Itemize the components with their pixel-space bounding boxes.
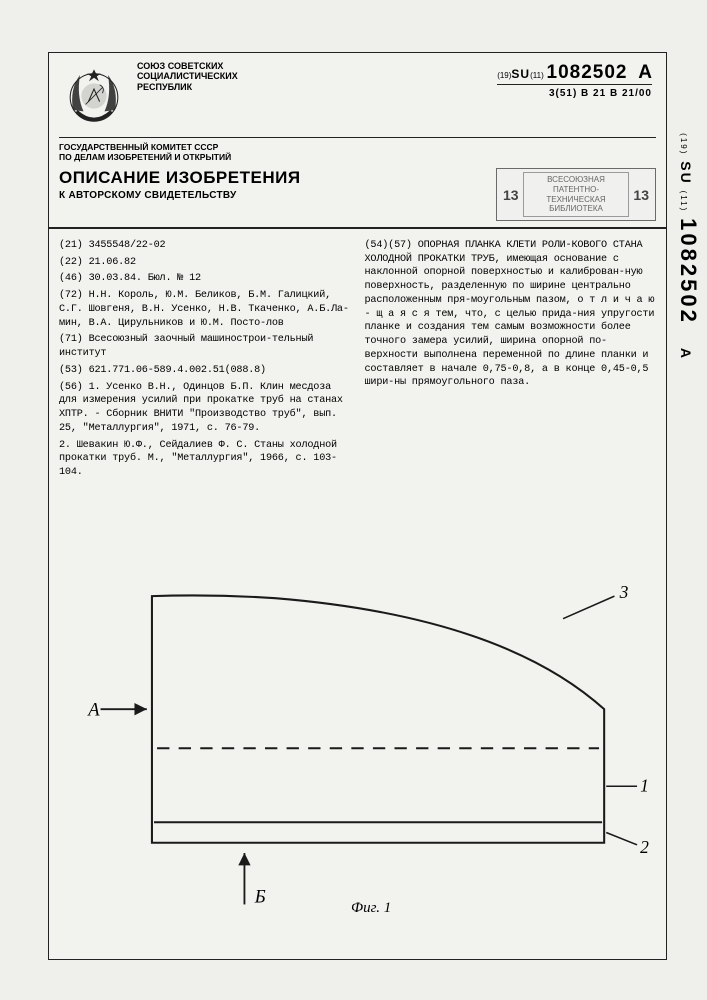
callout-2: 2 bbox=[640, 837, 649, 857]
doc-number-block: (19)SU(11) 1082502 A 3(51) В 21 В 21/00 bbox=[497, 61, 652, 99]
figure-1: A Б 3 1 2 Фиг. 1 bbox=[63, 555, 652, 925]
library-stamp: 13 ВСЕСОЮЗНАЯ ПАТЕНТНО- ТЕХНИЧЕСКАЯ БИБЛ… bbox=[496, 168, 656, 220]
committee-name: ГОСУДАРСТВЕННЫЙ КОМИТЕТ СССР ПО ДЕЛАМ ИЗ… bbox=[59, 142, 239, 162]
right-column: (54)(57) ОПОРНАЯ ПЛАНКА КЛЕТИ РОЛИ-КОВОГ… bbox=[365, 239, 657, 483]
ussr-emblem-icon bbox=[59, 61, 129, 131]
side-doc-code: (19) SU (11) 1082502 A bbox=[675, 133, 701, 360]
document-frame: СОЮЗ СОВЕТСКИХ СОЦИАЛИСТИЧЕСКИХ РЕСПУБЛИ… bbox=[48, 52, 667, 960]
union-name: СОЮЗ СОВЕТСКИХ СОЦИАЛИСТИЧЕСКИХ РЕСПУБЛИ… bbox=[137, 61, 497, 92]
main-title: ОПИСАНИЕ ИЗОБРЕТЕНИЯ bbox=[59, 168, 301, 188]
figure-caption: Фиг. 1 bbox=[351, 900, 391, 917]
header-row: СОЮЗ СОВЕТСКИХ СОЦИАЛИСТИЧЕСКИХ РЕСПУБЛИ… bbox=[49, 53, 666, 131]
classification-code: 3(51) В 21 В 21/00 bbox=[497, 88, 652, 99]
arrow-label-B: Б bbox=[254, 887, 266, 907]
title-group: ОПИСАНИЕ ИЗОБРЕТЕНИЯ К АВТОРСКОМУ СВИДЕТ… bbox=[59, 168, 301, 201]
body-columns: (21) 3455548/22-02 (22) 21.06.82 (46) 30… bbox=[49, 229, 666, 483]
arrow-label-A: A bbox=[86, 700, 100, 720]
sub-title: К АВТОРСКОМУ СВИДЕТЕЛЬСТВУ bbox=[59, 190, 301, 201]
callout-1: 1 bbox=[640, 775, 649, 795]
left-column: (21) 3455548/22-02 (22) 21.06.82 (46) 30… bbox=[59, 239, 351, 483]
callout-3: 3 bbox=[619, 582, 629, 602]
divider bbox=[59, 137, 656, 138]
